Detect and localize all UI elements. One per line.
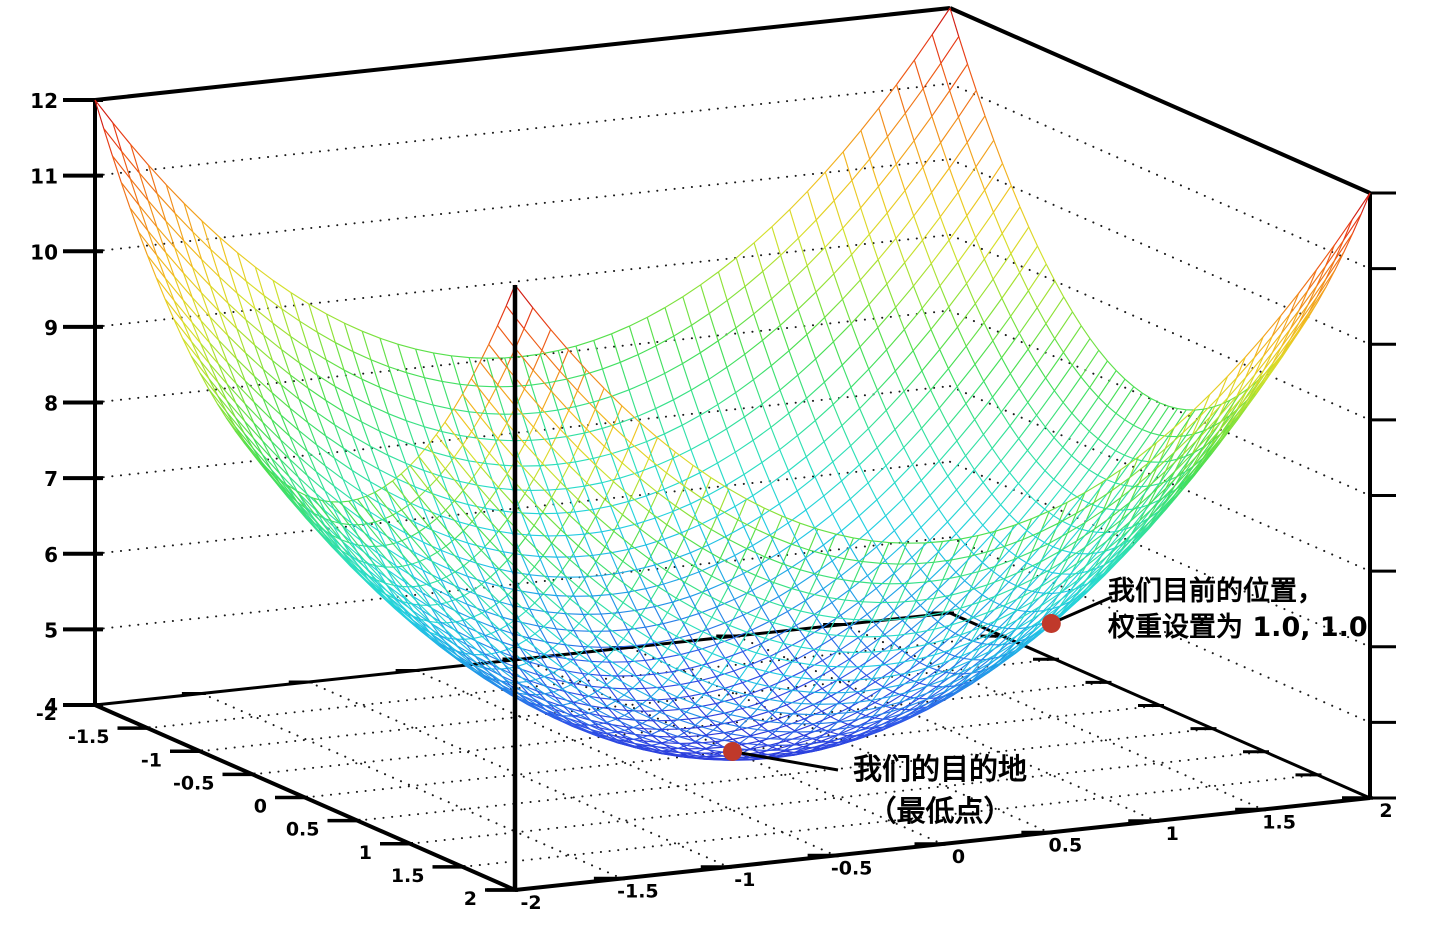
z-tick-label: 4 — [44, 694, 58, 718]
y-axis: -2 -1.5 -1 -0.5 0 0.5 1 1.5 2 — [36, 703, 518, 910]
z-tick-label: 7 — [44, 467, 58, 491]
y-tick-label: 1.5 — [391, 865, 425, 887]
x-tick-label: -1.5 — [617, 881, 659, 903]
z-axis: 4 5 6 7 8 9 10 11 12 — [30, 89, 103, 718]
y-tick-label: 2 — [464, 888, 477, 910]
top-back-left-edge — [94, 6, 951, 102]
x-tick-label: 1 — [1166, 823, 1179, 845]
x-tick-label: -2 — [520, 892, 541, 914]
annotation-current-position-line2: 权重设置为 1.0, 1.0 — [1108, 612, 1368, 643]
current-position-dot — [1041, 614, 1061, 633]
y-tick-label: 0.5 — [286, 819, 320, 841]
y-tick-label: -0.5 — [173, 772, 215, 794]
annotation-current-position-line1: 我们目前的位置， — [1108, 576, 1324, 607]
right-wall-grid — [949, 82, 1371, 724]
destination-leader-line — [732, 750, 839, 772]
y-tick-label: 1 — [359, 842, 372, 864]
mesh-lines-constant-x — [94, 7, 1371, 761]
annotation-destination-line1: 我们的目的地 — [852, 752, 1027, 786]
mesh-lines-constant-y — [94, 7, 1371, 761]
y-tick-label: -1.5 — [68, 726, 110, 748]
z-tick-label: 9 — [44, 316, 58, 340]
annotation-destination-line2: （最低点） — [867, 794, 1013, 828]
z-tick-label: 6 — [44, 543, 58, 567]
annotation-destination: 我们的目的地 （最低点） — [833, 748, 1047, 832]
annotation-current-position: 我们目前的位置， 权重设置为 1.0, 1.0 — [1108, 574, 1368, 646]
x-tick-label: 2 — [1379, 800, 1392, 822]
x-tick-label: 0.5 — [1049, 835, 1083, 857]
z-tick-label: 12 — [30, 89, 58, 113]
floor-grid — [146, 623, 1319, 880]
x-tick-label: 1.5 — [1262, 812, 1296, 834]
z-tick-label: 10 — [30, 240, 58, 264]
y-tick-label: -1 — [141, 749, 162, 771]
x-tick-label: 0 — [952, 846, 965, 868]
z-tick-label: 5 — [44, 618, 58, 642]
x-tick-label: -0.5 — [831, 858, 873, 880]
current-position-leader-line — [1050, 595, 1113, 625]
y-tick-label: 0 — [254, 796, 267, 818]
z-tick-label: 11 — [30, 165, 58, 189]
annotation-markers — [723, 595, 1113, 772]
z-tick-label: 8 — [44, 392, 58, 416]
destination-dot — [723, 742, 742, 761]
y-tick-label: -2 — [36, 703, 57, 725]
top-back-right-edge — [949, 6, 1371, 195]
x-tick-label: -1 — [734, 869, 755, 891]
